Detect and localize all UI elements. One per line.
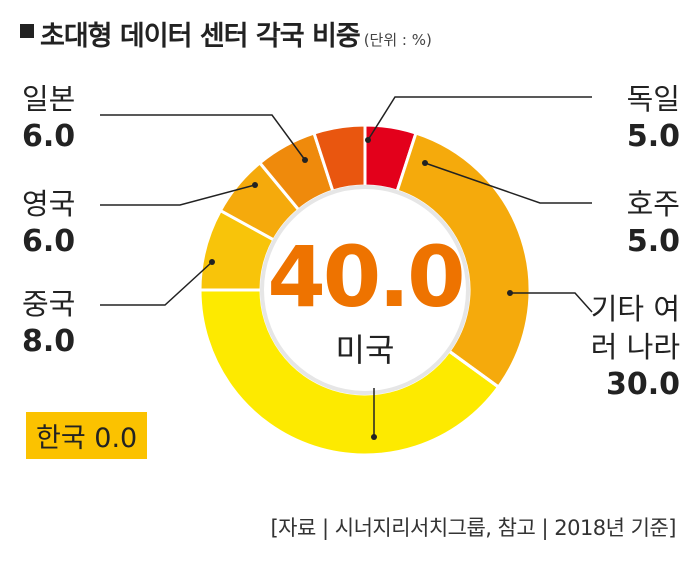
segment-name: 영국 <box>22 187 76 221</box>
segment-value: 6.0 <box>22 224 76 259</box>
center-label: 미국 <box>335 331 395 369</box>
zero-category: 한국 <box>36 423 86 454</box>
segment-name: 호주 <box>626 187 680 221</box>
center-value: 40.0 <box>267 228 465 326</box>
segment-value: 6.0 <box>22 119 76 154</box>
zero-label: 한국 0.0 <box>26 412 148 459</box>
segment-label: 독일 5.0 <box>500 80 680 156</box>
segment-value: 30.0 <box>605 367 680 402</box>
segment-label: 중국 8.0 <box>22 285 142 361</box>
leader-dots <box>209 137 513 440</box>
segment-name: 기타 여러 나라 <box>590 292 680 364</box>
segment-name: 일본 <box>22 82 76 116</box>
source: [자료 | 시너지리서치그룹, 참고 | 2018년 기준] <box>270 516 676 540</box>
segment-label: 호주 5.0 <box>500 185 680 261</box>
segment-value: 5.0 <box>626 224 680 259</box>
donut <box>198 123 532 457</box>
title-bullet <box>20 24 34 38</box>
leader-lines <box>100 96 593 437</box>
chart-subtitle: (단위 : %) <box>363 31 432 49</box>
segment-label: 영국 6.0 <box>22 185 142 261</box>
title-text: 초대형 데이터 센터 각국 비중 <box>40 21 361 52</box>
segment-name: 독일 <box>626 82 680 116</box>
segment-label: 일본 6.0 <box>22 80 142 156</box>
segment-name: 중국 <box>22 287 76 321</box>
segment-label: 기타 여러 나라 30.0 <box>520 290 680 404</box>
segment-value: 8.0 <box>22 324 76 359</box>
donut-hole-shadow <box>260 185 470 395</box>
zero-value: 0.0 <box>94 423 138 454</box>
segment-value: 5.0 <box>626 119 680 154</box>
chart-title: 초대형 데이터 센터 각국 비중 (단위 : %) <box>40 14 432 53</box>
